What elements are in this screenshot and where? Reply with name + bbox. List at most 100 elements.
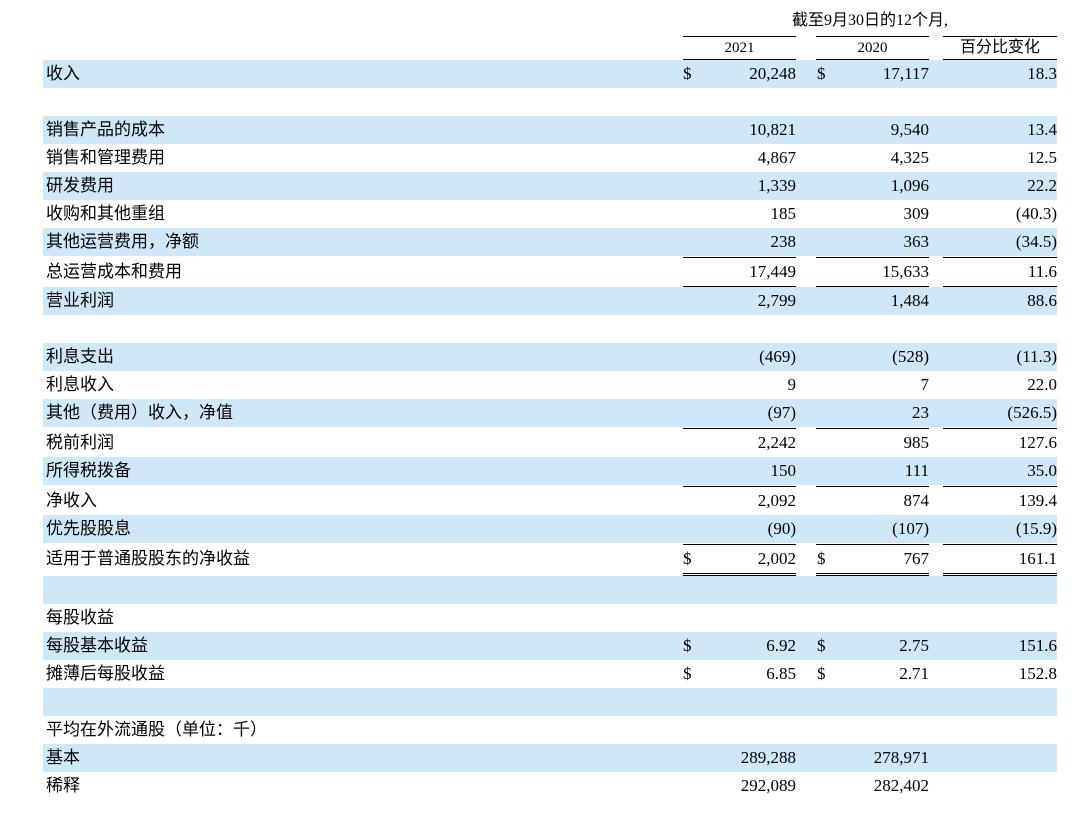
table-row: 优先股股息 (90) (107) (15.9): [43, 515, 1057, 543]
value-2020: 985: [903, 433, 930, 452]
row-label: 稀释: [46, 776, 80, 796]
value-change: 12.5: [1027, 148, 1057, 167]
table-row: 收入 $ 20,248 $ 17,117 18.3: [43, 60, 1057, 88]
value-2020: 363: [903, 232, 930, 251]
subtotal-rule: [683, 257, 796, 258]
row-label: 销售和管理费用: [46, 148, 165, 168]
value-2021: 20,248: [749, 64, 796, 83]
row-label: 其他运营费用，净额: [46, 232, 199, 252]
value-2021: 6.92: [766, 636, 796, 655]
table-row: 摊薄后每股收益 $ 6.85 $ 2.71 152.8: [43, 660, 1057, 688]
value-change: 151.6: [1018, 636, 1057, 655]
table-row: 所得税拨备 150 111 35.0: [43, 457, 1057, 485]
row-label: 营业利润: [46, 291, 114, 311]
value-change: (15.9): [1015, 519, 1057, 538]
table-row: 净收入 2,092 874 139.4: [43, 487, 1057, 515]
value-2020: 278,971: [873, 748, 929, 767]
currency-symbol: $: [683, 549, 692, 568]
row-label: 收入: [46, 64, 80, 84]
value-2021: 1,339: [757, 176, 796, 195]
row-label: 优先股股息: [46, 519, 131, 539]
row-label: 每股基本收益: [46, 636, 148, 656]
value-2020: 282,402: [873, 776, 929, 795]
value-change: (11.3): [1016, 347, 1057, 366]
table-row: 销售产品的成本 10,821 9,540 13.4: [43, 116, 1057, 144]
currency-symbol: $: [817, 636, 826, 655]
subtotal-rule: [816, 544, 929, 545]
value-2020: 9,540: [890, 120, 929, 139]
value-2021: 9: [787, 375, 797, 394]
subtotal-rule: [943, 428, 1057, 429]
subtotal-rule: [943, 257, 1057, 258]
value-2020: 15,633: [882, 262, 929, 281]
value-change: 35.0: [1027, 461, 1057, 480]
value-2021: 2,002: [757, 549, 796, 568]
section-heading-row: 每股收益: [43, 604, 1057, 632]
subtotal-rule: [816, 486, 929, 487]
value-change: 18.3: [1027, 64, 1057, 83]
value-2020: 1,484: [890, 291, 929, 310]
spacer-row: [43, 315, 1057, 343]
value-2020: 874: [903, 491, 930, 510]
currency-symbol: $: [817, 664, 826, 683]
value-change: 22.2: [1027, 176, 1057, 195]
value-2021: 2,799: [757, 291, 796, 310]
subtotal-rule: [943, 544, 1057, 545]
table-row: 研发费用 1,339 1,096 22.2: [43, 172, 1057, 200]
row-label: 所得税拨备: [46, 461, 131, 481]
table-row: 其他（费用）收入，净值 (97) 23 (526.5): [43, 399, 1057, 427]
value-2021: 185: [770, 204, 797, 223]
column-header-2021: 2021: [683, 36, 796, 60]
value-2020: 17,117: [882, 64, 929, 83]
value-2021: 292,089: [740, 776, 796, 795]
value-2021: (469): [759, 347, 796, 366]
value-2021: 2,242: [757, 433, 796, 452]
value-2020: (528): [892, 347, 929, 366]
spacer-row: [43, 688, 1057, 716]
value-change: 88.6: [1027, 291, 1057, 310]
currency-symbol: $: [817, 549, 826, 568]
total-double-rule: [683, 573, 796, 576]
table-row: 其他运营费用，净额 238 363 (34.5): [43, 228, 1057, 256]
section-heading: 平均在外流通股（单位：千）: [46, 720, 267, 740]
value-change: (526.5): [1007, 403, 1057, 422]
value-2020: (107): [892, 519, 929, 538]
table-row: 销售和管理费用 4,867 4,325 12.5: [43, 144, 1057, 172]
value-2021: 150: [770, 461, 797, 480]
currency-symbol: $: [683, 636, 692, 655]
currency-symbol: $: [683, 64, 692, 83]
table-row: 总运营成本和费用 17,449 15,633 11.6: [43, 258, 1057, 286]
value-2021: 4,867: [757, 148, 796, 167]
value-change: 22.0: [1027, 375, 1057, 394]
table-row: 利息收入 9 7 22.0: [43, 371, 1057, 399]
value-2020: 7: [920, 375, 930, 394]
row-label: 税前利润: [46, 433, 114, 453]
value-2020: 2.75: [899, 636, 929, 655]
subtotal-rule: [683, 544, 796, 545]
spacer-row: [43, 88, 1057, 116]
period-header: 截至9月30日的12个月,: [791, 12, 948, 29]
currency-symbol: $: [817, 64, 826, 83]
row-label: 利息收入: [46, 375, 114, 395]
row-label: 销售产品的成本: [46, 120, 165, 140]
row-label: 摊薄后每股收益: [46, 664, 165, 684]
value-2021: 17,449: [749, 262, 796, 281]
value-change: (34.5): [1015, 232, 1057, 251]
value-2020: 1,096: [890, 176, 929, 195]
value-change: 13.4: [1027, 120, 1057, 139]
value-2020: 23: [912, 403, 929, 422]
row-label: 净收入: [46, 491, 97, 511]
table-row: 基本 289,288 278,971: [43, 744, 1057, 772]
value-2021: 289,288: [740, 748, 796, 767]
value-2020: 309: [903, 204, 930, 223]
subtotal-rule: [816, 286, 929, 287]
row-label: 其他（费用）收入，净值: [46, 403, 233, 423]
total-double-rule: [816, 573, 929, 576]
value-change: 11.6: [1027, 262, 1057, 281]
row-label: 收购和其他重组: [46, 204, 165, 224]
value-2021: 2,092: [757, 491, 796, 510]
subtotal-rule: [816, 257, 929, 258]
subtotal-rule: [816, 428, 929, 429]
value-change: 139.4: [1018, 491, 1057, 510]
value-change: 161.1: [1018, 549, 1057, 568]
